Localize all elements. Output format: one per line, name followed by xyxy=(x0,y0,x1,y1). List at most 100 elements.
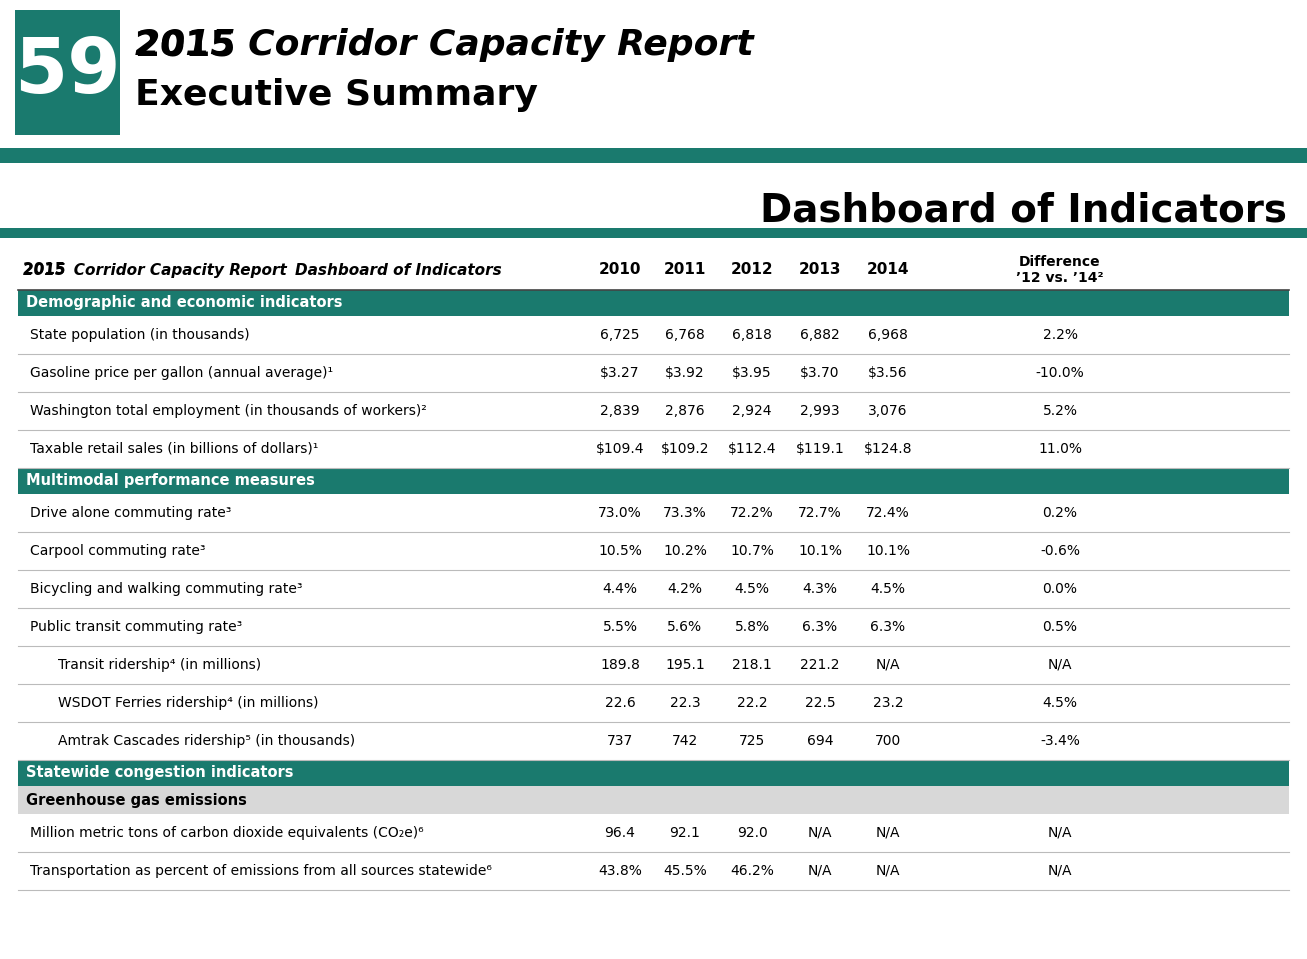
Text: N/A: N/A xyxy=(808,826,833,840)
Text: 221.2: 221.2 xyxy=(800,658,840,672)
Text: 4.2%: 4.2% xyxy=(668,582,702,596)
Text: State population (in thousands): State population (in thousands) xyxy=(30,328,250,342)
Text: 6,968: 6,968 xyxy=(868,328,908,342)
Text: Executive Summary: Executive Summary xyxy=(135,78,538,112)
Text: Transportation as percent of emissions from all sources statewide⁶: Transportation as percent of emissions f… xyxy=(30,864,491,878)
Text: -3.4%: -3.4% xyxy=(1040,734,1080,748)
Text: 4.3%: 4.3% xyxy=(802,582,838,596)
Text: 6,882: 6,882 xyxy=(800,328,840,342)
Text: 2011: 2011 xyxy=(664,263,706,277)
Text: 46.2%: 46.2% xyxy=(731,864,774,878)
Text: 6,725: 6,725 xyxy=(600,328,639,342)
Text: 6,818: 6,818 xyxy=(732,328,772,342)
Text: 742: 742 xyxy=(672,734,698,748)
Text: N/A: N/A xyxy=(1048,864,1072,878)
Text: 73.3%: 73.3% xyxy=(663,506,707,520)
Text: Dashboard of Indicators: Dashboard of Indicators xyxy=(759,191,1287,229)
Text: 73.0%: 73.0% xyxy=(599,506,642,520)
Bar xyxy=(18,290,1289,316)
Text: Drive alone commuting rate³: Drive alone commuting rate³ xyxy=(30,506,231,520)
Text: 10.1%: 10.1% xyxy=(867,544,910,558)
Text: 72.7%: 72.7% xyxy=(799,506,842,520)
Text: 2,993: 2,993 xyxy=(800,404,840,418)
Text: 72.4%: 72.4% xyxy=(867,506,910,520)
Bar xyxy=(18,494,1289,532)
Text: 92.0: 92.0 xyxy=(737,826,767,840)
Text: $109.4: $109.4 xyxy=(596,442,644,456)
Text: N/A: N/A xyxy=(876,658,901,672)
Bar xyxy=(18,684,1289,722)
Text: 2,876: 2,876 xyxy=(665,404,704,418)
Text: Greenhouse gas emissions: Greenhouse gas emissions xyxy=(26,792,247,807)
Text: 694: 694 xyxy=(806,734,834,748)
Text: 2012: 2012 xyxy=(731,263,774,277)
Text: 189.8: 189.8 xyxy=(600,658,640,672)
Text: $3.95: $3.95 xyxy=(732,366,772,380)
Text: Bicycling and walking commuting rate³: Bicycling and walking commuting rate³ xyxy=(30,582,302,596)
Text: 11.0%: 11.0% xyxy=(1038,442,1082,456)
Text: N/A: N/A xyxy=(808,864,833,878)
Bar xyxy=(18,570,1289,608)
Text: 2015: 2015 xyxy=(135,28,248,62)
Text: 10.2%: 10.2% xyxy=(663,544,707,558)
Text: 43.8%: 43.8% xyxy=(599,864,642,878)
Text: 725: 725 xyxy=(738,734,765,748)
Text: 4.5%: 4.5% xyxy=(870,582,906,596)
Bar xyxy=(18,392,1289,430)
Text: 2013: 2013 xyxy=(799,263,842,277)
Text: 2015 Corridor Capacity Report: 2015 Corridor Capacity Report xyxy=(135,28,754,62)
Text: $3.92: $3.92 xyxy=(665,366,704,380)
Text: 5.5%: 5.5% xyxy=(603,620,638,634)
Text: N/A: N/A xyxy=(876,864,901,878)
Text: 92.1: 92.1 xyxy=(669,826,701,840)
Text: 2015  Corridor Capacity Report  Dashboard of Indicators: 2015 Corridor Capacity Report Dashboard … xyxy=(24,263,502,277)
Text: Gasoline price per gallon (annual average)¹: Gasoline price per gallon (annual averag… xyxy=(30,366,333,380)
Text: $3.56: $3.56 xyxy=(868,366,908,380)
Bar xyxy=(18,852,1289,890)
Text: 0.5%: 0.5% xyxy=(1043,620,1077,634)
Text: 23.2: 23.2 xyxy=(873,696,903,710)
Text: 2010: 2010 xyxy=(599,263,642,277)
Text: 5.6%: 5.6% xyxy=(668,620,703,634)
Text: $3.27: $3.27 xyxy=(600,366,639,380)
Bar xyxy=(0,228,1307,238)
Text: $3.70: $3.70 xyxy=(800,366,840,380)
Text: 6.3%: 6.3% xyxy=(870,620,906,634)
Text: 72.2%: 72.2% xyxy=(731,506,774,520)
Text: 96.4: 96.4 xyxy=(605,826,635,840)
Text: 22.6: 22.6 xyxy=(605,696,635,710)
Text: ’12 vs. ’14²: ’12 vs. ’14² xyxy=(1017,271,1103,285)
Bar xyxy=(18,722,1289,760)
Text: Difference: Difference xyxy=(1019,255,1100,269)
Text: Statewide congestion indicators: Statewide congestion indicators xyxy=(26,765,294,781)
Text: 3,076: 3,076 xyxy=(868,404,908,418)
Text: 2,839: 2,839 xyxy=(600,404,640,418)
Text: Million metric tons of carbon dioxide equivalents (CO₂e)⁶: Million metric tons of carbon dioxide eq… xyxy=(30,826,423,840)
Bar xyxy=(18,786,1289,814)
Text: 0.0%: 0.0% xyxy=(1043,582,1077,596)
Text: 22.3: 22.3 xyxy=(669,696,701,710)
Text: N/A: N/A xyxy=(876,826,901,840)
Text: -0.6%: -0.6% xyxy=(1040,544,1080,558)
Bar xyxy=(14,10,120,135)
Bar xyxy=(18,354,1289,392)
Text: Transit ridership⁴ (in millions): Transit ridership⁴ (in millions) xyxy=(58,658,261,672)
Text: 59: 59 xyxy=(14,35,120,109)
Text: 45.5%: 45.5% xyxy=(663,864,707,878)
Text: $109.2: $109.2 xyxy=(661,442,710,456)
Text: 6.3%: 6.3% xyxy=(802,620,838,634)
Bar xyxy=(18,760,1289,786)
Text: 2015: 2015 xyxy=(24,263,71,277)
Text: 10.7%: 10.7% xyxy=(731,544,774,558)
Text: 2,924: 2,924 xyxy=(732,404,771,418)
Text: 10.5%: 10.5% xyxy=(599,544,642,558)
Text: Public transit commuting rate³: Public transit commuting rate³ xyxy=(30,620,242,634)
Text: 6,768: 6,768 xyxy=(665,328,704,342)
Text: Amtrak Cascades ridership⁵ (in thousands): Amtrak Cascades ridership⁵ (in thousands… xyxy=(58,734,356,748)
Text: Demographic and economic indicators: Demographic and economic indicators xyxy=(26,295,342,311)
Text: 2014: 2014 xyxy=(867,263,910,277)
Text: N/A: N/A xyxy=(1048,826,1072,840)
Bar xyxy=(0,148,1307,163)
Bar xyxy=(18,608,1289,646)
Text: 0.2%: 0.2% xyxy=(1043,506,1077,520)
